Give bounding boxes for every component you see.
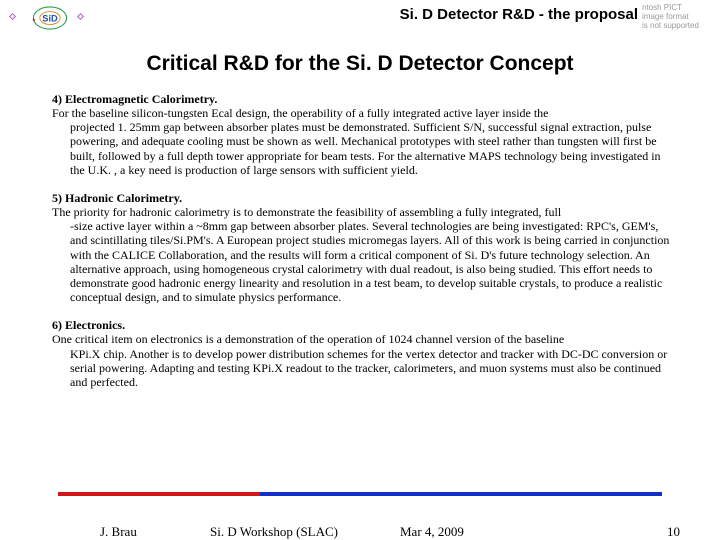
main-title: Critical R&D for the Si. D Detector Conc… bbox=[0, 52, 720, 76]
badge-line: ntosh PICT bbox=[642, 3, 682, 12]
section-title: 5) Hadronic Calorimetry. bbox=[52, 191, 182, 205]
decor-diamond bbox=[77, 13, 84, 20]
page-header: Si. D Detector R&D - the proposal bbox=[400, 6, 638, 23]
section-rest: projected 1. 25mm gap between absorber p… bbox=[52, 120, 672, 177]
section-hadronic-calorimetry: 5) Hadronic Calorimetry. The priority fo… bbox=[52, 191, 672, 304]
section-title: 6) Electronics. bbox=[52, 318, 125, 332]
sid-logo: SiD bbox=[30, 6, 70, 30]
svg-text:SiD: SiD bbox=[42, 14, 58, 24]
section-body: For the baseline silicon-tungsten Ecal d… bbox=[52, 106, 672, 177]
badge-line: is not supported bbox=[642, 21, 699, 30]
section-body: The priority for hadronic calorimetry is… bbox=[52, 205, 672, 304]
decor-diamond bbox=[9, 13, 16, 20]
section-body: One critical item on electronics is a de… bbox=[52, 332, 672, 389]
badge-line: image format bbox=[642, 12, 689, 21]
bar-segment-blue bbox=[260, 492, 662, 496]
section-lead: One critical item on electronics is a de… bbox=[52, 332, 564, 346]
section-rest: KPi.X chip. Another is to develop power … bbox=[52, 347, 672, 389]
image-unsupported-badge: ntosh PICT image format is not supported bbox=[642, 4, 712, 30]
section-em-calorimetry: 4) Electromagnetic Calorimetry. For the … bbox=[52, 92, 672, 177]
footer-date: Mar 4, 2009 bbox=[400, 524, 464, 540]
section-lead: The priority for hadronic calorimetry is… bbox=[52, 205, 561, 219]
footer-author: J. Brau bbox=[100, 524, 137, 540]
section-electronics: 6) Electronics. One critical item on ele… bbox=[52, 318, 672, 389]
section-title: 4) Electromagnetic Calorimetry. bbox=[52, 92, 217, 106]
section-rest: -size active layer within a ~8mm gap bet… bbox=[52, 219, 672, 304]
body-content: 4) Electromagnetic Calorimetry. For the … bbox=[0, 92, 720, 389]
divider-bar bbox=[58, 492, 662, 496]
bar-segment-red bbox=[58, 492, 260, 496]
footer-page-number: 10 bbox=[667, 524, 680, 540]
section-lead: For the baseline silicon-tungsten Ecal d… bbox=[52, 106, 549, 120]
footer-venue: Si. D Workshop (SLAC) bbox=[210, 524, 338, 540]
header: SiD Si. D Detector R&D - the proposal nt… bbox=[0, 0, 720, 38]
